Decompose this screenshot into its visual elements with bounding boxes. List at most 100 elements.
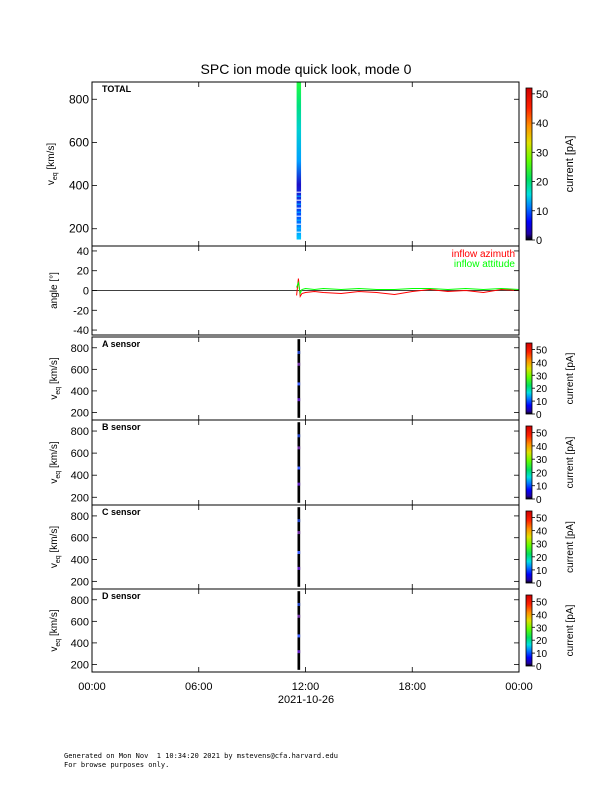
colorbar-tick-label: 20 (536, 553, 548, 564)
panel-d: D sensor 200 400 600 800 veq [km/s] 0 10 20 30 40 5… (49, 588, 576, 673)
colorbar-tick-label: 50 (536, 597, 548, 608)
colorbar-tick-label: 0 (536, 495, 542, 506)
spectrogram-cell (297, 614, 301, 618)
spectrogram-cell (296, 203, 302, 205)
spectrogram-cell (296, 219, 302, 221)
y-axis-label: angle [°] (49, 272, 60, 309)
colorbar-tick-label: 30 (536, 147, 548, 159)
colorbar-tick-label: 40 (536, 527, 548, 538)
y-tick-label: 400 (69, 179, 89, 193)
legend-entry: inflow azimuth (452, 249, 515, 260)
y-tick-label: 200 (71, 576, 89, 588)
colorbar: 0 10 20 30 40 50 current [pA] (525, 425, 576, 506)
y-tick-label: 0 (83, 286, 89, 298)
y-tick-label: 600 (69, 135, 89, 149)
x-date-label: 2021-10-26 (278, 694, 334, 706)
y-tick-label: 800 (69, 92, 89, 106)
panel-frame (91, 588, 520, 673)
spectrogram-cell (297, 634, 301, 638)
spectrogram-cell (296, 215, 302, 217)
spectrogram-cell (297, 650, 301, 654)
spectrogram-cell (296, 231, 302, 233)
spectrogram-stripe (297, 422, 301, 503)
colorbar-tick-label: 20 (536, 468, 548, 479)
colorbar-gradient (525, 594, 533, 667)
y-tick-label: 200 (69, 222, 89, 236)
colorbar-label: current [pA] (565, 604, 576, 656)
colorbar-tick-label: 30 (536, 371, 548, 382)
x-tick-label: 12:00 (292, 681, 320, 693)
y-axis-label: veq [km/s] (49, 526, 62, 568)
x-tick-label: 00:00 (78, 681, 106, 693)
series-line-inflow-azimuth (296, 278, 520, 298)
colorbar-tick-label: 20 (536, 384, 548, 395)
colorbar-label: current [pA] (565, 436, 576, 488)
spectrogram-cell (297, 466, 301, 470)
spectrogram-cell (296, 211, 302, 213)
colorbar: 0 10 20 30 40 50 current [pA] (525, 87, 576, 247)
y-tick-label: 600 (71, 364, 89, 376)
colorbar: 0 10 20 30 40 50 current [pA] (525, 510, 576, 590)
spectrogram-cell (297, 398, 301, 402)
y-axis-label: veq [km/s] (49, 441, 62, 483)
spectrogram-cell (297, 566, 301, 570)
colorbar-tick-label: 40 (536, 118, 548, 130)
y-tick-label: 400 (71, 638, 89, 650)
spectrogram-cell (296, 207, 302, 209)
y-tick-label: 800 (71, 595, 89, 607)
colorbar-label: current [pA] (565, 521, 576, 573)
y-tick-label: 400 (71, 386, 89, 398)
panel-frame (91, 81, 520, 247)
series-line-inflow-attitude (296, 280, 520, 296)
colorbar-tick-label: 20 (536, 177, 548, 189)
colorbar-tick-label: 0 (536, 410, 542, 421)
y-tick-label: 800 (71, 511, 89, 523)
panel-a: A sensor 200 400 600 800 veq [km/s] 0 10 20 30 40 5… (49, 336, 576, 421)
colorbar-tick-label: 50 (536, 89, 548, 101)
spectrogram-stripe (297, 339, 301, 418)
colorbar-label: current [pA] (565, 352, 576, 404)
y-tick-label: -40 (73, 325, 89, 337)
panel-total: TOTAL 200 400 600 800 veq [km/s] 0 10 20 30 40 50 cu… (46, 81, 576, 247)
spectrogram-stripe (296, 82, 302, 240)
y-axis-label: veq [km/s] (49, 609, 62, 651)
colorbar-tick-label: 20 (536, 636, 548, 647)
spectrogram-stripe (297, 591, 301, 670)
spectrogram-cell (297, 362, 301, 366)
colorbar: 0 10 20 30 40 50 current [pA] (525, 594, 576, 673)
spectrogram-cell (297, 602, 301, 606)
colorbar-tick-label: 10 (536, 397, 548, 408)
y-tick-label: 600 (71, 533, 89, 545)
spectrogram-cell (297, 482, 301, 486)
colorbar-tick-label: 50 (536, 429, 548, 440)
spectrogram-cell (296, 195, 302, 197)
panel-frame (91, 245, 520, 336)
spectrogram-stripe (297, 507, 301, 587)
colorbar-tick-label: 30 (536, 623, 548, 634)
y-axis-label: veq [km/s] (46, 143, 59, 185)
colorbar-tick-label: 10 (536, 566, 548, 577)
panel-label: C sensor (102, 507, 141, 517)
colorbar-tick-label: 10 (536, 649, 548, 660)
y-tick-label: 40 (77, 246, 89, 258)
colorbar-tick-label: 50 (536, 345, 548, 356)
y-tick-label: 400 (71, 555, 89, 567)
colorbar-tick-label: 30 (536, 540, 548, 551)
y-tick-label: 200 (71, 407, 89, 419)
colorbar-tick-label: 0 (536, 579, 542, 590)
panel-label: D sensor (102, 591, 141, 601)
colorbar-tick-label: 40 (536, 610, 548, 621)
y-axis-label: veq [km/s] (49, 357, 62, 399)
panel-label: B sensor (102, 422, 141, 432)
y-tick-label: 200 (71, 659, 89, 671)
y-tick-label: 800 (71, 343, 89, 355)
y-tick-label: 400 (71, 470, 89, 482)
x-tick-label: 06:00 (185, 681, 213, 693)
colorbar: 0 10 20 30 40 50 current [pA] (525, 342, 576, 421)
footer-generated: Generated on Mon Nov 1 10:34:20 2021 by … (64, 752, 338, 760)
panel-b: B sensor 200 400 600 800 veq [km/s] 0 10 20 30 40 5… (49, 419, 576, 506)
spectrogram-cell (296, 191, 302, 193)
colorbar-tick-label: 40 (536, 358, 548, 369)
panel-frame (91, 419, 520, 506)
